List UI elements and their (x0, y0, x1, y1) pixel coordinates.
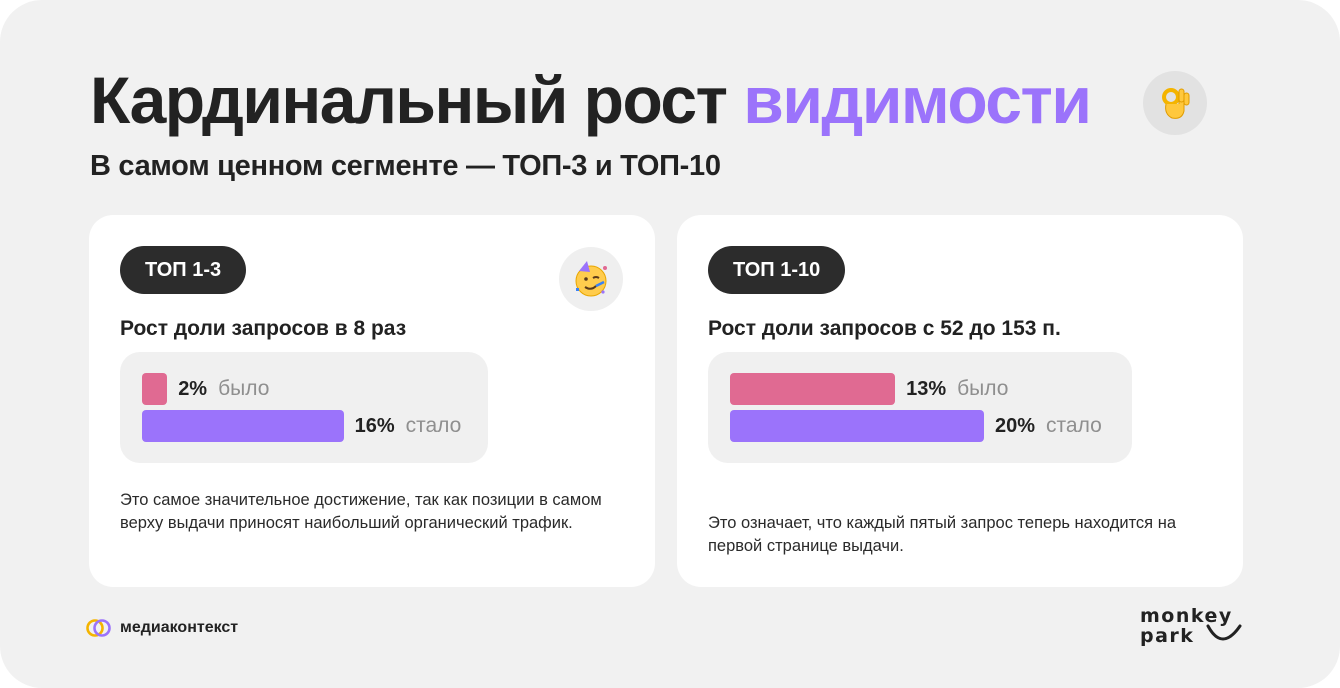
after-bar (730, 410, 984, 442)
page-subtitle: В самом ценном сегменте — ТОП-3 и ТОП-10 (90, 150, 721, 182)
ok-hand-icon-graphic (1162, 88, 1190, 119)
segment-pill: ТОП 1-10 (708, 246, 846, 294)
page-title: Кардинальный рост видимости (90, 62, 1092, 138)
smile-icon (1206, 624, 1242, 641)
after-bar (142, 410, 344, 442)
mediacontext-logo: медиаконтекст (86, 617, 238, 639)
before-percent: 2% (178, 377, 208, 400)
party-face-icon-graphic (575, 261, 607, 297)
after-tag: стало (1046, 414, 1102, 437)
logo-line-2: park (1140, 625, 1195, 647)
title-main: Кардинальный рост (90, 63, 728, 137)
card-heading: Рост доли запросов в 8 раз (120, 317, 407, 340)
card-top-3: ТОП 1-3 Рост доли запросов в 8 раз 2% бы… (89, 215, 655, 587)
mediacontext-name: медиаконтекст (120, 619, 239, 636)
card-description: Это означает, что каждый пятый запрос те… (708, 514, 1176, 555)
card-top-10: ТОП 1-10 Рост доли запросов с 52 до 153 … (677, 215, 1243, 587)
before-percent: 13% (906, 377, 947, 400)
before-bar (142, 373, 168, 405)
before-tag: было (218, 377, 270, 400)
after-percent: 20% (995, 414, 1036, 437)
monkey-park-logo: monkey park (1140, 606, 1246, 650)
card-heading: Рост доли запросов с 52 до 153 п. (708, 317, 1061, 340)
before-tag: было (957, 377, 1009, 400)
before-row: 2% было (142, 373, 269, 405)
after-percent: 16% (354, 414, 395, 437)
comparison-bars: 2% было 16% стало (120, 352, 488, 463)
ok-hand-icon (1143, 71, 1207, 135)
after-tag: стало (405, 414, 462, 437)
before-bar (730, 373, 896, 405)
comparison-bars: 13% было 20% стало (708, 352, 1132, 463)
after-row: 20% стало (730, 410, 1102, 442)
before-row: 13% было (730, 373, 1008, 405)
segment-pill: ТОП 1-3 (120, 246, 247, 294)
interlocked-rings-icon (86, 619, 111, 637)
party-face-icon (559, 247, 623, 311)
logo-line-1: monkey (1140, 605, 1233, 627)
after-row: 16% стало (142, 410, 461, 442)
card-description: Это самое значительное достижение, так к… (120, 491, 602, 532)
title-accent: видимости (743, 63, 1092, 137)
